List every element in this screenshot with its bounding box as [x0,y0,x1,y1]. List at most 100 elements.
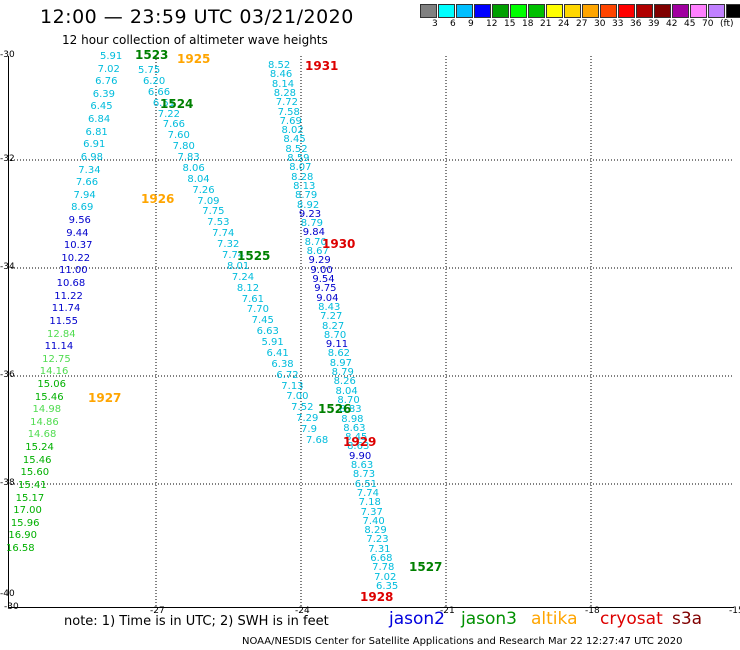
wave-height-value: 15.24 [25,442,54,454]
wave-height-value: 8.04 [335,385,358,397]
wave-height-value: 7.9 [301,424,317,436]
wave-height-value: 7.23 [366,534,389,546]
latitude-tick-label: -32 [0,154,15,164]
wave-height-value: 8.28 [273,87,297,99]
scale-swatch [654,4,671,18]
wave-height-value: 7.66 [162,119,185,131]
wave-height-value: 8.28 [291,171,314,183]
scale-label: 70 [702,19,714,29]
pass-time-label: 1931 [305,59,339,73]
scale-swatch [726,4,740,18]
wave-height-value: 8.63 [343,422,366,434]
wave-height-value: 9.00 [310,264,333,276]
wave-height-value: 6.76 [95,76,118,88]
map-title: 12:00 — 23:59 UTC 03/21/2020 [40,6,354,28]
wave-height-value: 15.41 [18,479,47,491]
scale-label: 9 [468,19,474,29]
wave-height-value: 8.45 [345,432,368,444]
scale-swatch [456,4,473,18]
wave-height-value: 7.68 [306,435,329,446]
wave-height-value: 11.74 [51,303,81,315]
longitude-tick-label: -15 [729,606,740,616]
latitude-tick-label: -36 [0,370,15,380]
latitude-tick-label: -40 [0,589,15,599]
wave-height-value: 6.41 [266,347,289,359]
wave-height-value: 17.00 [13,505,42,517]
longitude-tick-label: -21 [440,606,455,616]
wave-height-value: 8.98 [341,413,364,425]
wave-height-value: 7.24 [231,271,255,283]
wave-height-value: 7.26 [192,184,215,196]
scale-label: 42 [666,19,678,29]
wave-height-value: 8.06 [182,162,205,174]
wave-height-value: 7.83 [177,152,200,164]
scale-label: 33 [612,19,624,29]
wave-height-value: 5.91 [261,337,284,349]
credit-line: NOAA/NESDIS Center for Satellite Applica… [242,636,683,647]
wave-height-value: 15.46 [22,454,52,466]
legend-entry: cryosat [600,609,663,629]
wave-height-value: 8.14 [271,78,295,90]
scale-swatch [708,4,725,18]
wave-height-value: 7.61 [241,293,265,305]
wave-height-value: 14.16 [39,366,69,378]
latitude-tick-label: -34 [0,262,15,272]
wave-height-value: 8.26 [333,376,356,388]
wave-height-value: 9.84 [302,227,325,239]
longitude-tick-label: -27 [150,606,165,616]
wave-height-value: 6.38 [271,358,294,370]
wave-height-value: 14.86 [30,416,59,428]
pass-time-label: 1927 [88,391,122,405]
color-scale-swatches [420,4,740,18]
scale-swatch [690,4,707,18]
wave-height-value: 8.01 [226,260,250,272]
wave-height-value: 7.80 [172,141,195,153]
scale-label: 3 [432,19,438,29]
wave-height-value: 7.75 [202,206,225,218]
wave-height-value: 16.58 [6,543,35,554]
wave-height-value: 7.22 [157,108,181,120]
wave-height-value: 6.66 [147,86,171,98]
scale-swatch [672,4,689,18]
wave-height-value: 7.74 [212,228,235,240]
wave-height-value: 7.52 [291,402,314,414]
wave-height-value: 14.98 [32,404,62,416]
wave-height-value: 8.12 [236,282,260,294]
legend-entry: altika [531,609,578,629]
color-scale-labels: 3 6 9 12 15 18 21 24 27 30 33 36 39 42 45 70 (ft) [420,18,740,32]
legend-entry: s3a [672,609,703,629]
wave-height-value: 15.06 [37,379,66,390]
wave-height-value: 9.44 [66,227,89,239]
wave-height-value: 8.92 [296,199,320,211]
wave-height-value: 12.84 [46,328,76,340]
wave-height-value: 6.35 [376,581,399,592]
wave-height-value: 7.00 [286,391,309,403]
scale-label: 30 [594,19,606,29]
wave-height-value: 11.22 [54,290,83,302]
wave-height-value: 7.31 [368,543,391,555]
scale-swatch [528,4,545,18]
color-scale: 3 6 9 12 15 18 21 24 27 30 33 36 39 42 45 70 (ft) [420,4,740,32]
wave-height-value: 8.45 [283,134,306,146]
footnote: note: 1) Time is in UTC; 2) SWH is in fe… [64,614,329,629]
scale-label: 39 [648,19,660,29]
wave-height-value: 7.78 [372,562,395,574]
wave-height-value: 8.46 [269,69,293,81]
scale-label: 21 [540,19,552,29]
wave-height-value: 11.00 [59,265,88,277]
wave-height-value: 8.63 [350,460,374,472]
wave-height-value: 15.96 [10,517,40,529]
wave-height-value: 8.70 [304,236,327,248]
map-subtitle: 12 hour collection of altimeter wave hei… [62,33,328,47]
wave-height-value: 8.79 [300,218,324,230]
wave-height-value: 8.79 [331,367,354,379]
wave-height-value: 7.37 [360,506,383,518]
wave-height-value: 6.68 [370,553,393,565]
longitude-tick-label: -24 [295,606,310,616]
legend-entry: jason2 [389,609,445,629]
wave-height-value: 12.75 [42,353,71,365]
wave-height-value: 7.27 [320,311,343,323]
wave-height-value: 6.81 [85,126,108,138]
wave-height-value: 9.90 [349,450,372,462]
